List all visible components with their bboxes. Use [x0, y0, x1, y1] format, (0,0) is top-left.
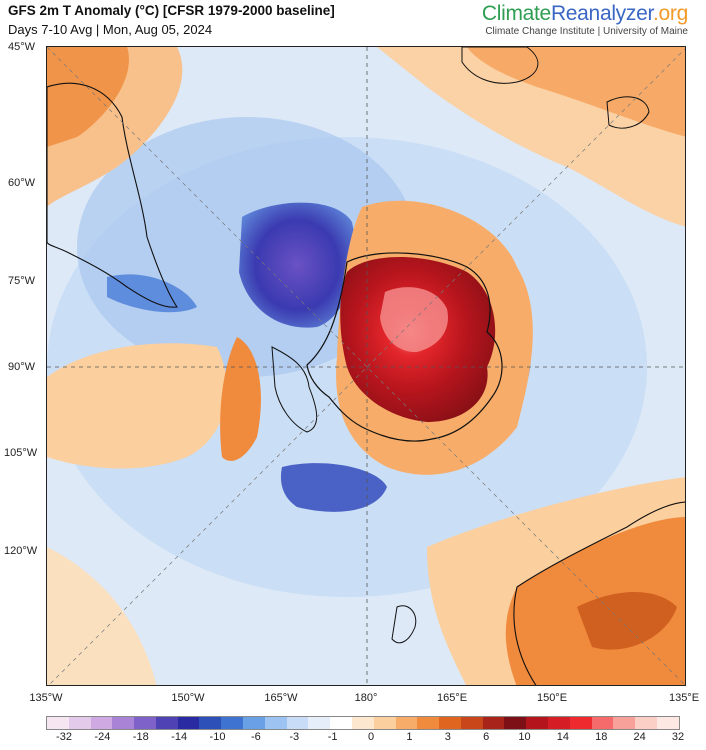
australia-coastline	[513, 501, 685, 685]
legend-swatch	[613, 717, 636, 729]
legend-tick-label: 18	[595, 731, 608, 743]
legend-tick-label: 14	[556, 731, 569, 743]
map-canvas	[47, 47, 685, 685]
lon-label: 135°E	[668, 692, 700, 704]
lon-label: 180°	[354, 692, 378, 704]
legend-swatch	[112, 717, 135, 729]
legend-swatch	[199, 717, 222, 729]
legend-swatch	[656, 717, 679, 729]
lon-label: 165°E	[436, 692, 468, 704]
legend-tick-label: 6	[483, 731, 490, 743]
lat-label: 60°W	[8, 177, 36, 189]
brand-part-1: Climate	[481, 2, 551, 25]
antarctic-peninsula-coast	[271, 346, 318, 433]
legend-swatch	[526, 717, 548, 729]
legend-swatch	[264, 717, 287, 729]
lat-label: 45°W	[8, 41, 36, 53]
lon-label: 150°E	[536, 692, 568, 704]
color-legend-bar	[46, 716, 680, 730]
lat-label: 105°W	[4, 447, 38, 459]
lon-label: 150°W	[171, 692, 205, 704]
anomaly-map	[46, 46, 686, 686]
legend-swatch	[439, 717, 461, 729]
diagonal-line-2	[48, 48, 685, 685]
legend-swatch	[47, 717, 69, 729]
legend-tick-label: 32	[671, 731, 685, 743]
lon-label: 135°W	[29, 692, 63, 704]
antarctica-coastline	[306, 252, 503, 442]
legend-swatch	[330, 717, 352, 729]
brand-logo[interactable]: ClimateReanalyzer.org	[482, 2, 688, 26]
lon-label: 165°W	[264, 692, 298, 704]
legend-tick-label: -10	[209, 731, 226, 743]
lat-label: 90°W	[8, 361, 36, 373]
legend-swatch	[569, 717, 592, 729]
legend-tick-label: -6	[250, 731, 261, 743]
cold-pool-west	[239, 202, 356, 328]
warm-left-band	[220, 337, 261, 461]
map-subtitle: Days 7-10 Avg | Mon, Aug 05, 2024	[8, 22, 213, 37]
legend-swatch	[547, 717, 570, 729]
madagascar-coastline	[606, 96, 650, 129]
south-america-coastline	[47, 82, 178, 308]
legend-tick-label: -18	[132, 731, 149, 743]
legend-swatch	[308, 717, 331, 729]
legend-swatch	[635, 717, 657, 729]
legend-swatch	[90, 717, 113, 729]
legend-tick-label: 10	[518, 731, 531, 743]
legend-tick-label: -14	[171, 731, 188, 743]
legend-swatch	[395, 717, 418, 729]
diagonal-line-1	[47, 47, 685, 685]
legend-swatch	[221, 717, 244, 729]
brand-subtitle: Climate Change Institute | University of…	[485, 26, 688, 37]
legend-swatch	[351, 717, 374, 729]
legend-tick-label: 0	[367, 731, 375, 743]
brand-part-3: .org	[653, 2, 688, 25]
legend-tick-label: -24	[94, 731, 111, 743]
warm-left	[47, 343, 227, 469]
new-zealand-coastline	[391, 605, 417, 644]
lat-label: 120°W	[4, 545, 38, 557]
lat-label: 75°W	[8, 275, 36, 287]
brand-part-2: Reanalyzer	[550, 2, 653, 25]
legend-swatch	[460, 717, 483, 729]
legend-swatch	[591, 717, 614, 729]
legend-tick-label: -3	[289, 731, 300, 743]
color-legend-ticks: -32 -24 -18 -14 -10 -6 -3 -1 0 1 3 6 10 14 18 24 32	[46, 731, 686, 745]
cold-pool-south	[280, 463, 387, 512]
legend-swatch	[373, 717, 396, 729]
legend-swatch	[417, 717, 440, 729]
africa-coastline	[461, 47, 539, 84]
legend-swatch	[482, 717, 505, 729]
legend-swatch	[177, 717, 200, 729]
warm-bottom-right-hot	[577, 592, 677, 650]
warm-bottom-left	[47, 547, 157, 685]
legend-swatch	[155, 717, 178, 729]
legend-tick-label: 24	[633, 731, 646, 743]
warm-top-right-core	[467, 47, 685, 137]
legend-swatch	[134, 717, 156, 729]
legend-swatch	[286, 717, 309, 729]
map-title: GFS 2m T Anomaly (°C) [CFSR 1979-2000 ba…	[8, 3, 335, 18]
warm-top-left-core	[47, 47, 129, 147]
legend-tick-label: -1	[327, 731, 338, 743]
legend-tick-label: 1	[406, 731, 413, 743]
legend-swatch	[68, 717, 91, 729]
legend-swatch	[504, 717, 527, 729]
legend-tick-label: 3	[444, 731, 451, 743]
legend-tick-label: -32	[56, 731, 72, 743]
legend-swatch	[243, 717, 265, 729]
